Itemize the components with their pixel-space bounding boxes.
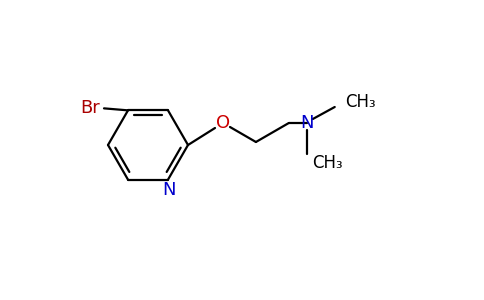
- Text: Br: Br: [80, 99, 100, 117]
- Text: CH₃: CH₃: [345, 93, 376, 111]
- Text: CH₃: CH₃: [312, 154, 343, 172]
- Text: N: N: [162, 181, 176, 199]
- Text: N: N: [300, 114, 314, 132]
- Text: O: O: [216, 114, 230, 132]
